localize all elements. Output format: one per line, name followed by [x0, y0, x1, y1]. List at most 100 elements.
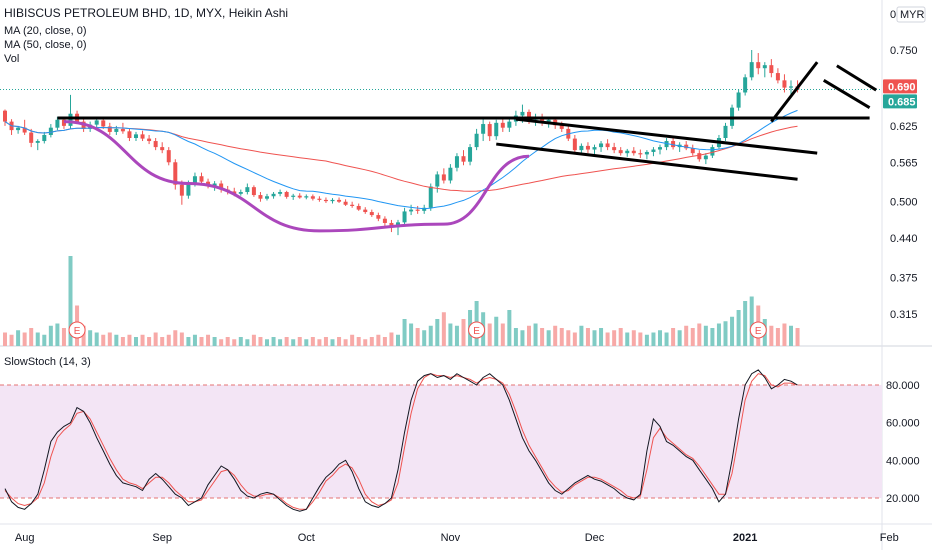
trendline	[822, 79, 871, 109]
candle-body	[258, 195, 263, 199]
stoch-d-line	[4, 373, 798, 510]
candle-body	[212, 183, 217, 186]
volume-bar	[330, 339, 335, 346]
candle-body	[474, 133, 479, 148]
volume-bar	[402, 319, 407, 346]
candle-body	[16, 127, 21, 131]
volume-bar	[369, 337, 374, 346]
volume-bar	[716, 323, 721, 346]
candle-body	[782, 80, 787, 88]
currency-label: MYR	[900, 9, 925, 21]
volume-bar	[107, 332, 112, 346]
candle-body	[179, 184, 184, 196]
price-tick-label: 0.625	[890, 121, 918, 133]
candle-body	[350, 204, 355, 206]
volume-bar	[697, 323, 702, 346]
volume-bar	[736, 310, 741, 346]
candle-body	[3, 110, 7, 122]
volume-bar	[225, 337, 230, 346]
candle-body	[107, 126, 112, 132]
volume-bar	[703, 325, 708, 346]
volume-bar	[684, 325, 689, 346]
earnings-marker-label: E	[74, 326, 81, 337]
candle-body	[638, 153, 643, 155]
candle-body	[599, 143, 604, 148]
candle-body	[762, 65, 767, 69]
volume-bar	[605, 332, 610, 346]
candle-body	[310, 196, 315, 199]
candle-body	[238, 192, 243, 194]
candle-body	[540, 116, 545, 123]
volume-bar	[599, 328, 604, 346]
earnings-marker	[749, 321, 767, 339]
volume-bar	[120, 337, 125, 346]
stoch-tick-label: 40.000	[886, 455, 920, 467]
trendline	[496, 142, 798, 181]
volume-bar	[527, 325, 531, 346]
candle-body	[572, 138, 577, 151]
candle-body	[559, 125, 564, 129]
price-tick-label: 0.440	[890, 233, 918, 245]
volume-bar	[396, 334, 400, 346]
volume-bar	[487, 323, 492, 346]
earnings-marker-label: E	[755, 326, 762, 337]
price-tick-label: 0.565	[890, 157, 918, 169]
volume-bar	[278, 339, 283, 346]
volume-bar	[428, 325, 433, 346]
stoch-tick-label: 20.000	[886, 493, 920, 505]
price-tick-label: 0.315	[890, 309, 918, 321]
volume-bar	[343, 339, 348, 346]
candle-body	[481, 124, 486, 134]
candle-body	[153, 141, 158, 148]
volume-bar	[35, 332, 40, 346]
candle-body	[592, 147, 597, 150]
candle-body	[651, 149, 656, 152]
candle-body	[644, 151, 649, 155]
volume-bar	[730, 316, 735, 346]
currency-box[interactable]	[896, 6, 926, 23]
candle-body	[527, 111, 531, 120]
volume-bar	[520, 330, 525, 346]
volume-bar	[297, 337, 302, 346]
candle-body	[775, 73, 780, 81]
candle-body	[500, 122, 505, 128]
volume-bar	[304, 339, 309, 346]
volume-bar	[579, 325, 584, 346]
candle-body	[330, 199, 335, 202]
volume-bar	[114, 334, 119, 346]
volume-bar	[592, 330, 597, 346]
volume-bar	[559, 328, 564, 346]
candle-body	[671, 141, 676, 148]
volume-bar	[566, 330, 571, 346]
volume-bar	[585, 328, 590, 346]
volume-bar	[192, 334, 197, 346]
volume-bar	[206, 334, 211, 346]
price-badge-label: 0.690	[888, 81, 916, 93]
volume-bar	[42, 334, 47, 346]
volume-bar	[441, 312, 446, 346]
candle-body	[68, 113, 73, 126]
candle-body	[422, 207, 427, 211]
candle-body	[363, 209, 368, 213]
candle-body	[337, 199, 342, 202]
stoch-band	[0, 385, 882, 498]
volume-bar	[507, 310, 512, 346]
volume-bar	[245, 339, 250, 346]
volume-bar	[376, 334, 381, 346]
volume-bar	[134, 337, 138, 346]
candle-body	[494, 122, 499, 137]
candle-body	[140, 134, 145, 139]
candle-body	[435, 174, 440, 187]
candle-body	[579, 145, 584, 151]
volume-bar	[546, 330, 551, 346]
volume-bar	[55, 323, 60, 346]
time-tick-label: Sep	[152, 532, 172, 544]
volume-bar	[612, 330, 617, 346]
candle-body	[304, 196, 309, 198]
price-tick-label: 0.500	[890, 197, 918, 209]
candle-body	[684, 144, 689, 149]
trendline	[770, 61, 819, 123]
volume-bar	[140, 334, 145, 346]
candle-body	[382, 218, 387, 223]
candle-body	[658, 147, 662, 150]
